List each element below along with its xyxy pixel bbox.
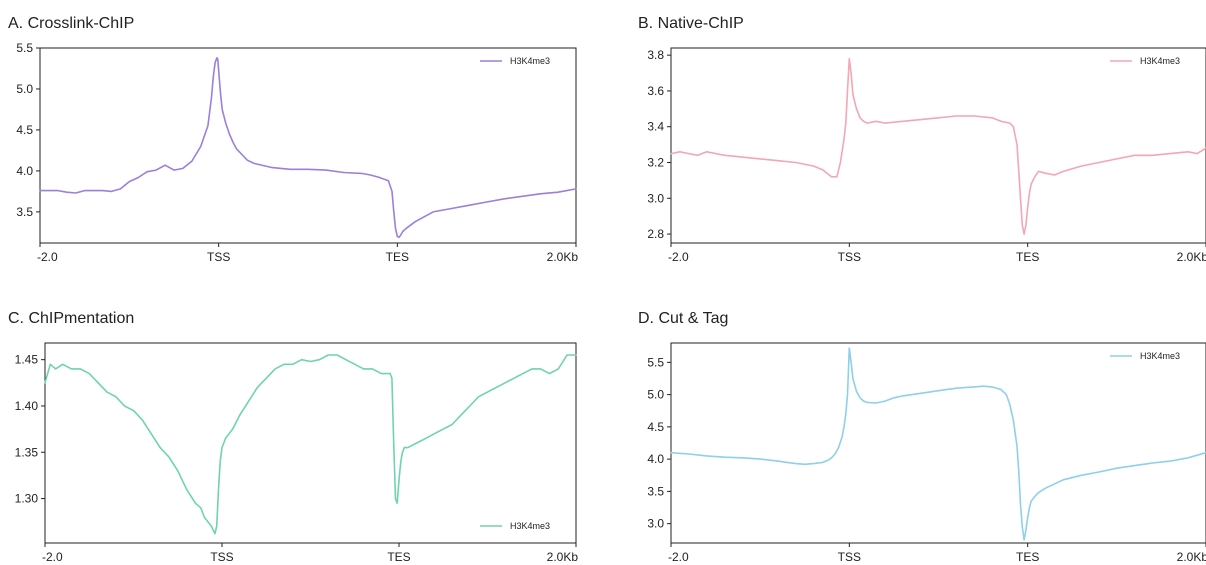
x-tick-label: 2.0Kb — [1177, 550, 1206, 564]
y-tick-label: 5.0 — [16, 82, 33, 96]
x-tick-label: -2.0 — [37, 250, 58, 264]
y-tick-label: 3.8 — [647, 48, 664, 62]
panel-chipmentation: C. ChIPmentation -2.0 TSS TES 2.0Kb 1.30 1.35 1… — [8, 310, 578, 564]
series-line-h3k4me3 — [44, 354, 577, 535]
y-tick-label: 4.0 — [647, 452, 664, 466]
plot-frame — [670, 342, 1206, 544]
panel-cut-and-tag: D. Cut & Tag -2.0 TSS TES 2.0Kb 3.0 3.5 4.0 4.5 5… — [638, 310, 1206, 564]
x-tick-label: 2.0Kb — [1177, 250, 1206, 264]
y-tick-label: 1.35 — [15, 445, 39, 459]
y-tick-label: 5.5 — [16, 41, 33, 55]
x-tick-label: -2.0 — [668, 550, 689, 564]
plot-frame — [670, 47, 1206, 244]
y-tick-label: 5.5 — [647, 355, 664, 369]
panel-crosslink-chip: A. Crosslink-ChIP -2.0 TSS TES 2.0Kb 3.5 4.0 4.… — [8, 15, 578, 264]
x-tick-label: TSS — [207, 250, 230, 264]
y-tick-label: 3.4 — [647, 120, 664, 134]
legend-label: H3K4me3 — [1140, 56, 1180, 66]
x-tick-label: 2.0Kb — [547, 250, 579, 264]
x-tick-label: TES — [387, 550, 410, 564]
y-tick-label: 3.5 — [16, 205, 33, 219]
panel-native-chip: B. Native-ChIP -2.0 TSS TES 2.0Kb 2.8 3.0 3.2 3.… — [638, 15, 1206, 264]
legend-label: H3K4me3 — [1140, 351, 1180, 361]
legend-label: H3K4me3 — [510, 56, 550, 66]
y-tick-label: 4.0 — [16, 164, 33, 178]
x-tick-label: -2.0 — [42, 550, 63, 564]
panel-title: C. ChIPmentation — [8, 310, 134, 327]
y-tick-label: 4.5 — [647, 420, 664, 434]
y-tick-label: 1.40 — [15, 399, 39, 413]
x-tick-label: TES — [1016, 250, 1039, 264]
series-line-h3k4me3 — [670, 347, 1206, 541]
y-tick-label: 3.2 — [647, 155, 664, 169]
plot-frame — [44, 342, 577, 544]
y-tick-label: 3.6 — [647, 84, 664, 98]
y-tick-label: 5.0 — [647, 388, 664, 402]
x-tick-label: TSS — [210, 550, 233, 564]
legend-label: H3K4me3 — [510, 521, 550, 531]
x-tick-label: TSS — [838, 250, 861, 264]
y-tick-label: 3.0 — [647, 517, 664, 531]
series-line-h3k4me3 — [39, 56, 577, 239]
y-tick-label: 1.45 — [15, 353, 39, 367]
panel-title: B. Native-ChIP — [638, 15, 744, 32]
plot-frame — [39, 47, 577, 244]
y-tick-label: 1.30 — [15, 492, 39, 506]
x-tick-label: TES — [386, 250, 409, 264]
x-tick-label: TSS — [838, 550, 861, 564]
x-tick-label: 2.0Kb — [547, 550, 579, 564]
y-tick-label: 3.0 — [647, 191, 664, 205]
panel-title: D. Cut & Tag — [638, 310, 728, 327]
x-tick-label: -2.0 — [668, 250, 689, 264]
y-tick-label: 2.8 — [647, 227, 664, 241]
x-tick-label: TES — [1016, 550, 1039, 564]
y-tick-label: 3.5 — [647, 484, 664, 498]
series-line-h3k4me3 — [670, 57, 1206, 235]
y-tick-label: 4.5 — [16, 123, 33, 137]
panel-title: A. Crosslink-ChIP — [8, 15, 134, 32]
